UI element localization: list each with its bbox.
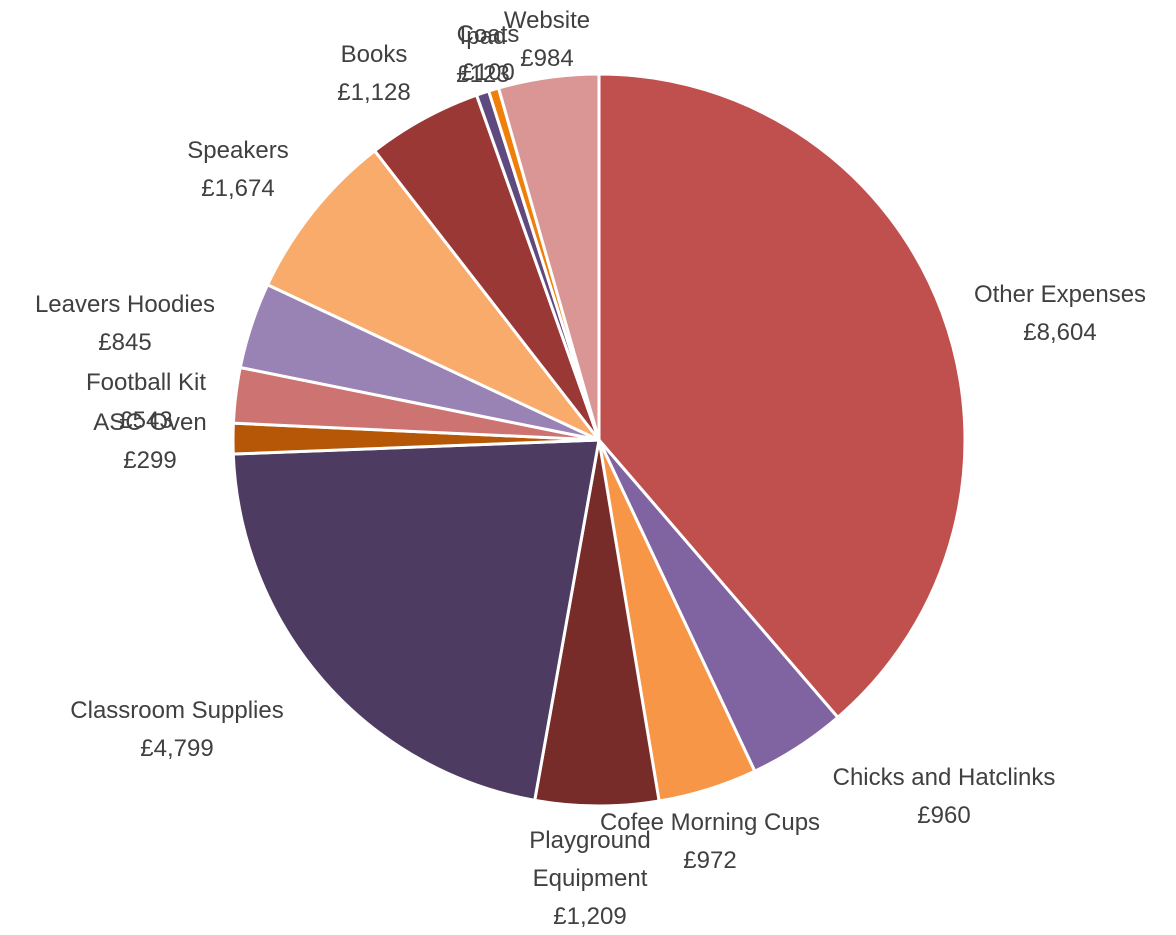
slice-label-coats: Coats xyxy=(457,21,520,48)
slice-label-playground-equipment: Playground Equipment xyxy=(529,827,650,892)
slice-label-speakers: Speakers xyxy=(187,137,288,164)
slice-value-playground-equipment: £1,209 xyxy=(553,903,626,930)
slice-value-football-kit: £543 xyxy=(119,407,172,434)
slice-value-other-expenses: £8,604 xyxy=(1023,319,1096,346)
slice-value-cofee-morning-cups: £972 xyxy=(683,847,736,874)
slice-value-asc-oven: £299 xyxy=(123,447,176,474)
slice-label-asc-oven: ASC Oven xyxy=(93,409,206,436)
slice-label-books: Books xyxy=(341,41,408,68)
slice-label-leavers-hoodies: Leavers Hoodies xyxy=(35,291,215,318)
slice-value-chicks-and-hatclinks: £960 xyxy=(917,802,970,829)
slice-value-coats: £100 xyxy=(461,59,514,86)
slice-label-chicks-and-hatclinks: Chicks and Hatclinks xyxy=(833,764,1056,791)
pie-labels: Other Expenses £8,604 Chicks and Hatclinks… xyxy=(35,7,1146,930)
pie-slice-other-expenses xyxy=(597,72,967,719)
pie-slice-website xyxy=(497,72,601,442)
slice-value-ipad: £123 xyxy=(456,61,509,88)
pie-slice-classroom-supplies xyxy=(231,438,601,802)
slice-value-books: £1,128 xyxy=(337,79,410,106)
slice-value-classroom-supplies: £4,799 xyxy=(140,735,213,762)
pie-slices xyxy=(231,72,967,808)
slice-value-website: £984 xyxy=(520,45,573,72)
slice-label-other-expenses: Other Expenses xyxy=(974,281,1146,308)
slice-label-website: Website xyxy=(504,7,590,34)
pie-slice-speakers xyxy=(266,149,601,442)
slice-value-leavers-hoodies: £845 xyxy=(98,329,151,356)
slice-label-cofee-morning-cups: Cofee Morning Cups xyxy=(600,809,820,836)
slice-label-classroom-supplies: Classroom Supplies xyxy=(70,697,283,724)
slice-value-speakers: £1,674 xyxy=(201,175,274,202)
slice-label-football-kit: Football Kit xyxy=(86,369,206,396)
slice-label-ipad: Ipad xyxy=(460,23,507,50)
